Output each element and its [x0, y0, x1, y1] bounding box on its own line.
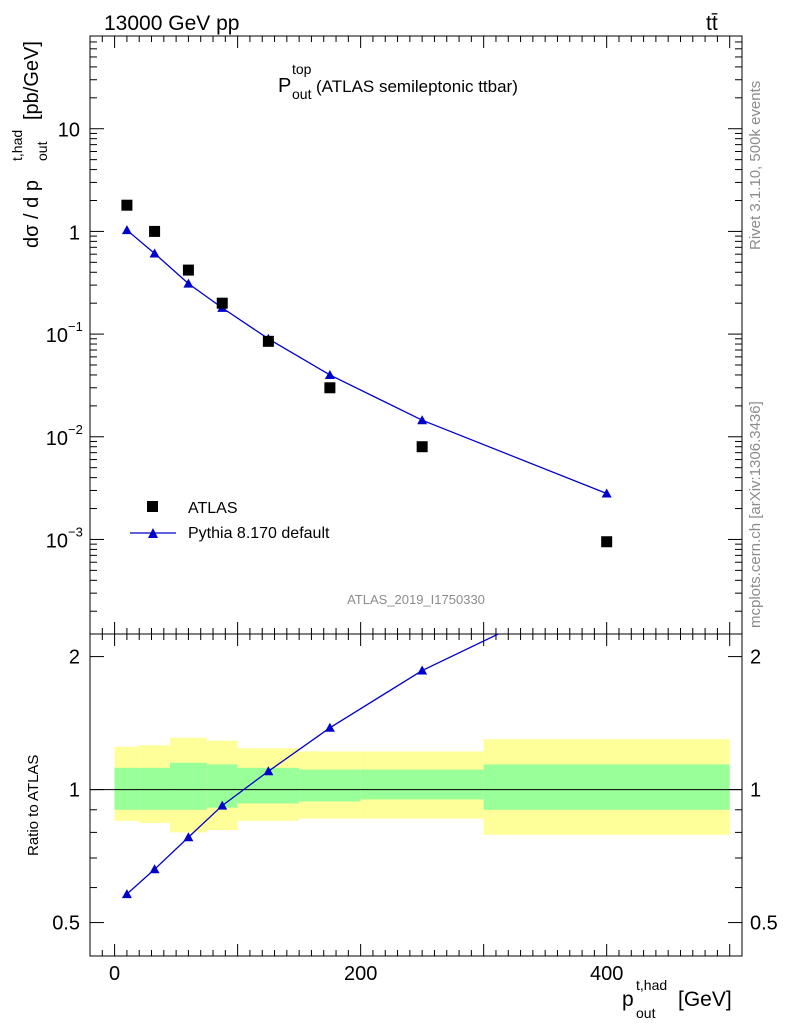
ratio-y-tick-label-right: 2 — [750, 647, 761, 669]
ratio-y-tick-label-right: 1 — [750, 780, 761, 802]
atlas-point — [216, 297, 228, 309]
band-inner-1 — [139, 767, 170, 810]
legend-pythia-marker — [148, 528, 158, 538]
pythia-point — [183, 278, 194, 288]
main-y-tick-label: 10 — [58, 120, 80, 142]
pythia-point — [121, 225, 132, 235]
ratio-point — [324, 722, 335, 732]
ratio-point — [217, 800, 228, 810]
xlabel-suffix: [GeV] — [678, 988, 732, 1011]
plot-title: P top out (ATLAS semileptonic ttbar) — [278, 61, 518, 102]
ratio-uncertainty-bands — [90, 737, 742, 835]
atlas-point — [262, 335, 274, 347]
atlas-point — [182, 264, 194, 276]
main-y-tick-label: 10 — [46, 530, 68, 552]
xlabel: p t,had out [GeV] — [622, 977, 732, 1021]
energy-label: 13000 GeV pp — [104, 12, 239, 35]
rivet-label: Rivet 3.1.10, 500k events — [747, 81, 764, 250]
band-inner-0 — [114, 767, 140, 810]
legend: ATLAS Pythia 8.170 default — [130, 500, 330, 542]
analysis-id: ATLAS_2019_I1750330 — [347, 592, 485, 607]
main-plot-data — [121, 199, 613, 548]
band-inner-3 — [206, 764, 238, 808]
atlas-point — [324, 382, 336, 394]
ratio-point — [121, 889, 132, 899]
xlabel-sub: out — [636, 1005, 656, 1021]
mcplots-label: mcplots.cern.ch [arXiv:1306.3436] — [747, 401, 764, 628]
legend-atlas-marker — [147, 501, 158, 512]
ratio-ylabel: Ratio to ATLAS — [25, 755, 42, 856]
main-y-tick-label: 10 — [46, 428, 68, 450]
plot-title-rest: (ATLAS semileptonic ttbar) — [316, 77, 518, 96]
main-ylabel-sup: t,had — [9, 130, 25, 161]
main-y-tick-exp: −3 — [68, 524, 83, 539]
main-panel-frame — [89, 35, 743, 635]
x-tick-label: 400 — [590, 963, 623, 985]
ratio-line — [126, 634, 500, 895]
pythia-point — [149, 248, 160, 258]
pythia-point — [601, 488, 612, 498]
x-tick-label: 0 — [109, 963, 120, 985]
ratio-y-tick-label-right: 0.5 — [750, 913, 778, 935]
x-tick-label: 200 — [344, 963, 377, 985]
ratio-panel-frame — [89, 633, 743, 957]
legend-pythia-label: Pythia 8.170 default — [188, 525, 330, 542]
plot-title-main: P — [278, 75, 291, 97]
plot-title-sub: out — [292, 86, 312, 102]
xlabel-main: p — [622, 988, 634, 1011]
pythia-point — [324, 369, 335, 379]
band-inner-2 — [169, 762, 207, 810]
band-inner-5 — [299, 769, 361, 802]
ratio-point — [183, 832, 194, 842]
main-ylabel: dσ / d p t,had out [pb/GeV] — [9, 41, 50, 248]
main-ylabel-prefix: dσ / d p — [21, 180, 43, 248]
pythia-point — [417, 415, 428, 425]
main-y-tick-label: 1 — [69, 222, 80, 244]
ratio-point — [263, 766, 274, 776]
ratio-plot-data — [121, 634, 500, 899]
xlabel-sup: t,had — [636, 977, 667, 993]
atlas-point — [149, 225, 161, 237]
band-inner-6 — [360, 769, 484, 800]
main-y-tick-label: 10 — [46, 325, 68, 347]
ratio-y-tick-label: 0.5 — [52, 913, 80, 935]
atlas-point — [416, 441, 428, 453]
ratio-point — [417, 665, 428, 675]
process-label: tt̄ — [706, 12, 718, 35]
band-inner-7 — [483, 764, 730, 810]
pythia-line — [126, 229, 607, 495]
atlas-point — [601, 536, 613, 548]
ratio-y-tick-label: 2 — [69, 647, 80, 669]
atlas-point — [121, 199, 133, 211]
main-y-tick-exp: −1 — [68, 319, 83, 334]
ratio-point — [149, 864, 160, 874]
plot-title-sup: top — [292, 61, 312, 77]
ratio-y-tick-label: 1 — [69, 780, 80, 802]
main-y-tick-exp: −2 — [68, 422, 83, 437]
main-ylabel-suffix: [pb/GeV] — [21, 41, 43, 120]
legend-atlas-label: ATLAS — [188, 500, 238, 517]
main-ylabel-sub: out — [34, 141, 50, 161]
